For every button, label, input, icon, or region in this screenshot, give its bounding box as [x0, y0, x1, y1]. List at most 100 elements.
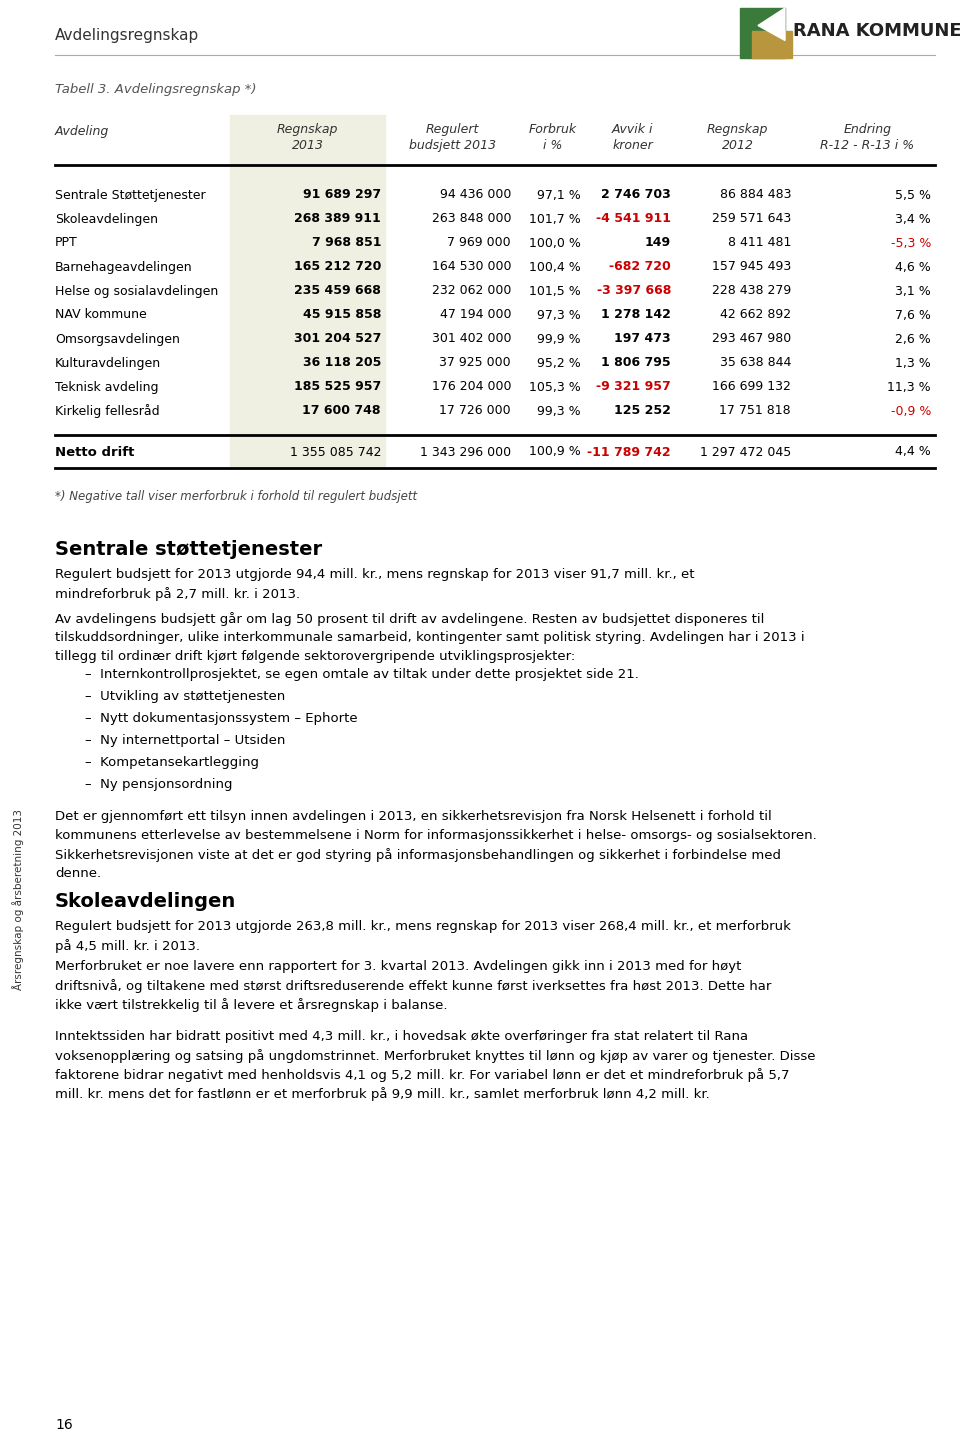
Text: Merforbruket er noe lavere enn rapportert for 3. kvartal 2013. Avdelingen gikk i: Merforbruket er noe lavere enn rapporter… [55, 961, 741, 974]
Text: budsjett 2013: budsjett 2013 [409, 139, 496, 152]
Text: 2012: 2012 [722, 139, 754, 152]
Text: 1 806 795: 1 806 795 [601, 357, 671, 370]
Text: Av avdelingens budsjett går om lag 50 prosent til drift av avdelingene. Resten a: Av avdelingens budsjett går om lag 50 pr… [55, 612, 764, 625]
Text: –  Utvikling av støttetjenesten: – Utvikling av støttetjenesten [85, 691, 285, 702]
Text: 35 638 844: 35 638 844 [720, 357, 791, 370]
Text: 1 343 296 000: 1 343 296 000 [420, 445, 511, 459]
Text: ikke vært tilstrekkelig til å levere et årsregnskap i balanse.: ikke vært tilstrekkelig til å levere et … [55, 998, 447, 1011]
Text: R-12 - R-13 i %: R-12 - R-13 i % [821, 139, 915, 152]
Text: 99,9 %: 99,9 % [538, 332, 581, 345]
Text: 149: 149 [645, 237, 671, 250]
Text: Avvik i: Avvik i [612, 123, 653, 136]
Text: -0,9 %: -0,9 % [891, 405, 931, 418]
Text: 95,2 %: 95,2 % [538, 357, 581, 370]
Text: 100,4 %: 100,4 % [529, 261, 581, 273]
Text: på 4,5 mill. kr. i 2013.: på 4,5 mill. kr. i 2013. [55, 939, 200, 953]
Text: 37 925 000: 37 925 000 [440, 357, 511, 370]
Text: 8 411 481: 8 411 481 [728, 237, 791, 250]
Text: Sentrale støttetjenester: Sentrale støttetjenester [55, 540, 323, 559]
Bar [752, 30, 792, 58]
Bar [740, 9, 785, 58]
Text: 17 600 748: 17 600 748 [302, 405, 381, 418]
Text: Sikkerhetsrevisjonen viste at det er god styring på informasjonsbehandlingen og : Sikkerhetsrevisjonen viste at det er god… [55, 847, 781, 862]
Text: -11 789 742: -11 789 742 [588, 445, 671, 459]
Text: 101,7 %: 101,7 % [529, 212, 581, 225]
Text: 4,6 %: 4,6 % [896, 261, 931, 273]
Text: Barnehageavdelingen: Barnehageavdelingen [55, 261, 193, 273]
Text: 100,9 %: 100,9 % [529, 445, 581, 459]
Text: 301 402 000: 301 402 000 [431, 332, 511, 345]
Text: 293 467 980: 293 467 980 [711, 332, 791, 345]
Text: 7 968 851: 7 968 851 [311, 237, 381, 250]
Text: kommunens etterlevelse av bestemmelsene i Norm for informasjonssikkerhet i helse: kommunens etterlevelse av bestemmelsene … [55, 829, 817, 842]
Text: denne.: denne. [55, 868, 101, 879]
Text: -5,3 %: -5,3 % [891, 237, 931, 250]
Text: Kulturavdelingen: Kulturavdelingen [55, 357, 161, 370]
Text: 42 662 892: 42 662 892 [720, 309, 791, 322]
Text: voksenopplæring og satsing på ungdomstrinnet. Merforbruket knyttes til lønn og k: voksenopplæring og satsing på ungdomstri… [55, 1049, 815, 1064]
Polygon shape [758, 9, 785, 41]
Text: -4 541 911: -4 541 911 [596, 212, 671, 225]
Text: Omsorgsavdelingen: Omsorgsavdelingen [55, 332, 180, 345]
Text: 17 726 000: 17 726 000 [440, 405, 511, 418]
Text: 2,6 %: 2,6 % [896, 332, 931, 345]
Text: tilskuddsordninger, ulike interkommunale samarbeid, kontingenter samt politisk s: tilskuddsordninger, ulike interkommunale… [55, 631, 804, 644]
Text: 101,5 %: 101,5 % [529, 284, 581, 297]
Text: 11,3 %: 11,3 % [887, 380, 931, 393]
Text: 197 473: 197 473 [614, 332, 671, 345]
Text: 157 945 493: 157 945 493 [711, 261, 791, 273]
Text: 235 459 668: 235 459 668 [294, 284, 381, 297]
Text: Regulert budsjett for 2013 utgjorde 94,4 mill. kr., mens regnskap for 2013 viser: Regulert budsjett for 2013 utgjorde 94,4… [55, 567, 694, 580]
Text: Endring: Endring [844, 123, 892, 136]
Text: i %: i % [542, 139, 563, 152]
Text: Avdelingsregnskap: Avdelingsregnskap [55, 28, 200, 44]
Text: 17 751 818: 17 751 818 [719, 405, 791, 418]
Text: -682 720: -682 720 [610, 261, 671, 273]
Text: PPT: PPT [55, 237, 78, 250]
Text: faktorene bidrar negativt med henholdsvis 4,1 og 5,2 mill. kr. For variabel lønn: faktorene bidrar negativt med henholdsvi… [55, 1068, 789, 1082]
Text: Inntektssiden har bidratt positivt med 4,3 mill. kr., i hovedsak økte overføring: Inntektssiden har bidratt positivt med 4… [55, 1030, 748, 1043]
Text: *) Negative tall viser merforbruk i forhold til regulert budsjett: *) Negative tall viser merforbruk i forh… [55, 490, 418, 503]
Text: 100,0 %: 100,0 % [529, 237, 581, 250]
Text: 36 118 205: 36 118 205 [302, 357, 381, 370]
Text: 1 297 472 045: 1 297 472 045 [700, 445, 791, 459]
Text: kroner: kroner [612, 139, 653, 152]
Text: -3 397 668: -3 397 668 [596, 284, 671, 297]
Text: Helse og sosialavdelingen: Helse og sosialavdelingen [55, 284, 218, 297]
Text: 1 278 142: 1 278 142 [601, 309, 671, 322]
Text: Det er gjennomført ett tilsyn innen avdelingen i 2013, en sikkerhetsrevisjon fra: Det er gjennomført ett tilsyn innen avde… [55, 810, 772, 823]
Text: Skoleavdelingen: Skoleavdelingen [55, 892, 236, 911]
Text: Forbruk: Forbruk [528, 123, 577, 136]
Text: 5,5 %: 5,5 % [895, 189, 931, 202]
Text: 165 212 720: 165 212 720 [294, 261, 381, 273]
Text: 2 746 703: 2 746 703 [601, 189, 671, 202]
Text: Teknisk avdeling: Teknisk avdeling [55, 380, 158, 393]
Bar [230, 115, 385, 469]
Text: 259 571 643: 259 571 643 [711, 212, 791, 225]
Text: 47 194 000: 47 194 000 [440, 309, 511, 322]
Text: –  Internkontrollprosjektet, se egen omtale av tiltak under dette prosjektet sid: – Internkontrollprosjektet, se egen omta… [85, 667, 638, 681]
Text: 45 915 858: 45 915 858 [302, 309, 381, 322]
Text: 2013: 2013 [292, 139, 324, 152]
Text: 99,3 %: 99,3 % [538, 405, 581, 418]
Text: 3,4 %: 3,4 % [896, 212, 931, 225]
Text: Regnskap: Regnskap [707, 123, 768, 136]
Text: Regnskap: Regnskap [276, 123, 338, 136]
Text: mindreforbruk på 2,7 mill. kr. i 2013.: mindreforbruk på 2,7 mill. kr. i 2013. [55, 588, 300, 601]
Text: Netto drift: Netto drift [55, 445, 134, 459]
Text: 268 389 911: 268 389 911 [295, 212, 381, 225]
Text: Avdeling: Avdeling [55, 125, 109, 138]
Text: 7,6 %: 7,6 % [895, 309, 931, 322]
Text: Kirkelig fellesråd: Kirkelig fellesråd [55, 403, 159, 418]
Text: –  Kompetansekartlegging: – Kompetansekartlegging [85, 756, 259, 769]
Text: NAV kommune: NAV kommune [55, 309, 147, 322]
Text: Skoleavdelingen: Skoleavdelingen [55, 212, 158, 225]
Text: tillegg til ordinær drift kjørt følgende sektorovergripende utviklingsprosjekter: tillegg til ordinær drift kjørt følgende… [55, 650, 575, 663]
Text: Regulert budsjett for 2013 utgjorde 263,8 mill. kr., mens regnskap for 2013 vise: Regulert budsjett for 2013 utgjorde 263,… [55, 920, 791, 933]
Text: 166 699 132: 166 699 132 [712, 380, 791, 393]
Text: Tabell 3. Avdelingsregnskap *): Tabell 3. Avdelingsregnskap *) [55, 83, 256, 96]
Text: 105,3 %: 105,3 % [529, 380, 581, 393]
Text: 4,4 %: 4,4 % [896, 445, 931, 459]
Text: 16: 16 [55, 1418, 73, 1432]
Text: –  Ny pensjonsordning: – Ny pensjonsordning [85, 778, 232, 791]
